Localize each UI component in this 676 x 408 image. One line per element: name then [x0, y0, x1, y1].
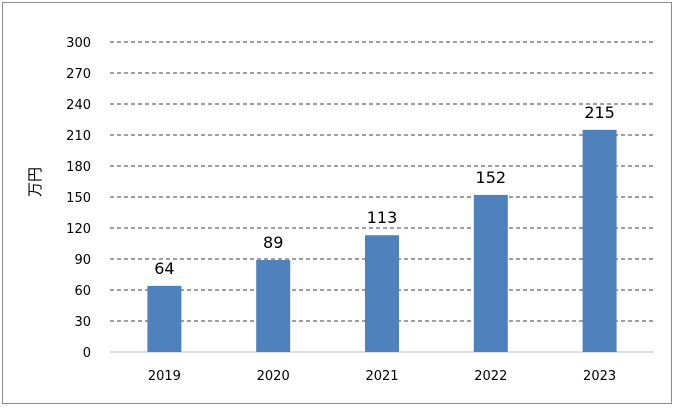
x-tick-label: 2021	[365, 369, 398, 384]
bar-2020	[256, 260, 291, 352]
data-label-2021: 113	[367, 208, 398, 227]
x-tick-label: 2022	[474, 369, 507, 384]
x-tick-label: 2023	[583, 369, 616, 384]
x-axis-ticks: 2019 2020 2021 2022 2023	[148, 369, 616, 384]
y-tick-label: 60	[74, 284, 91, 299]
data-label-2020: 89	[263, 233, 283, 252]
y-tick-label: 180	[66, 160, 91, 175]
data-label-2022: 152	[476, 168, 507, 187]
y-tick-label: 240	[66, 98, 91, 113]
y-tick-label: 300	[66, 36, 91, 51]
bar-2023	[582, 129, 617, 352]
bar-2021	[365, 235, 399, 352]
bars	[147, 129, 617, 352]
y-axis-ticks: 0 30 60 90 120 150 180 210 240 270 300	[66, 36, 91, 361]
data-label-2023: 215	[584, 103, 615, 122]
y-tick-label: 30	[74, 315, 91, 330]
y-tick-label: 90	[74, 253, 91, 268]
x-tick-label: 2020	[257, 369, 290, 384]
chart-frame	[2, 2, 672, 404]
y-tick-label: 210	[66, 129, 91, 144]
data-label-2019: 64	[154, 259, 174, 278]
bar-2022	[473, 194, 508, 352]
y-tick-label: 0	[83, 346, 91, 361]
y-tick-label: 120	[66, 222, 91, 237]
y-tick-label: 270	[66, 67, 91, 82]
data-labels: 64 89 113 152 215	[154, 103, 615, 278]
y-tick-label: 150	[66, 191, 91, 206]
x-tick-label: 2019	[148, 369, 181, 384]
y-axis-title: 万円	[26, 167, 44, 197]
bar-2019	[147, 285, 182, 352]
